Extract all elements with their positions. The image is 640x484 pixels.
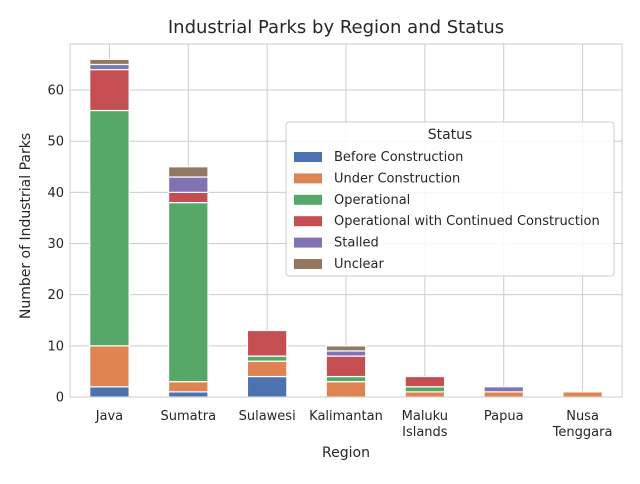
y-tick-label: 50 — [47, 135, 64, 150]
bar-segment — [404, 391, 446, 398]
bar-segment — [246, 329, 288, 357]
plot-frame — [69, 43, 623, 398]
bar-segment — [246, 355, 288, 362]
y-axis-label: Number of Industrial Parks — [18, 133, 34, 319]
bar-segment — [167, 166, 209, 178]
legend-box — [285, 121, 615, 277]
legend-entry: Unclear — [334, 257, 384, 272]
legend-swatch — [294, 173, 322, 184]
y-tick-label: 20 — [47, 288, 64, 303]
bars-layer — [89, 58, 603, 398]
x-tick-label: Papua — [484, 409, 524, 424]
x-tick-label-line: Sulawesi — [239, 409, 296, 424]
x-axis-label: Region — [322, 445, 370, 461]
bar-segment — [483, 386, 525, 393]
bar-segment — [404, 386, 446, 393]
legend-swatch — [294, 216, 322, 227]
x-tick-label: Nusa Tenggara — [552, 409, 613, 440]
y-tick-label: 40 — [47, 186, 64, 201]
x-tick-label-line: Java — [95, 409, 123, 424]
bar-segment — [167, 391, 209, 398]
bar-segment — [167, 191, 209, 204]
y-tick-labels: 0 10 20 30 40 50 60 — [47, 84, 64, 406]
legend-entry: Under Construction — [334, 171, 460, 186]
bar-segment — [325, 350, 367, 357]
legend-entry: Operational with Continued Construction — [334, 214, 600, 229]
legend-swatch — [294, 194, 322, 205]
bar-segment — [562, 391, 603, 398]
x-tick-label: Java — [95, 409, 123, 424]
bar-segment — [325, 381, 367, 398]
x-tick-label: Maluku Islands — [402, 409, 448, 440]
legend-entry: Operational — [334, 193, 410, 208]
x-tick-label-line: Papua — [484, 409, 524, 424]
bar-segment — [325, 355, 367, 378]
y-tick-label: 10 — [47, 339, 64, 354]
y-tick-label: 0 — [56, 391, 64, 406]
bar-segment — [404, 375, 446, 388]
bar-segment — [483, 391, 525, 398]
y-tick-label: 30 — [47, 237, 64, 252]
bar-segment — [325, 375, 367, 383]
x-tick-label-line: Kalimantan — [309, 409, 383, 424]
x-tick-label-line: Sumatra — [161, 409, 217, 424]
x-tick-label-line: Islands — [402, 425, 448, 440]
bar-segment — [89, 58, 130, 66]
legend: Status Before Construction Under Construct… — [285, 121, 615, 277]
bar-segment — [246, 360, 288, 378]
bar-segment — [89, 386, 130, 398]
bar-segment — [325, 345, 367, 352]
bar-segment — [167, 381, 209, 393]
x-tick-labels: Java Sumatra Sulawesi Kalimantan Maluku Islan… — [95, 409, 613, 440]
y-tick-label: 60 — [47, 84, 64, 99]
x-tick-label-line: Maluku — [402, 409, 448, 424]
bar-segment — [89, 345, 130, 388]
legend-entry: Before Construction — [334, 150, 463, 165]
legend-title: Status — [428, 127, 473, 143]
x-tick-label: Sumatra — [161, 409, 217, 424]
legend-swatch — [294, 237, 322, 248]
legend-entry: Stalled — [334, 236, 379, 251]
bar-segment — [167, 176, 209, 193]
x-tick-label: Sulawesi — [239, 409, 296, 424]
legend-swatch — [294, 152, 322, 162]
bar-segment — [167, 201, 209, 383]
chart-title: Industrial Parks by Region and Status — [168, 17, 504, 38]
bar-segment — [89, 68, 130, 112]
legend-swatch — [294, 259, 322, 269]
bar-segment — [246, 375, 288, 398]
x-tick-label-line: Nusa — [566, 409, 599, 424]
x-tick-label-line: Tenggara — [552, 425, 613, 440]
bar-segment — [89, 63, 130, 71]
x-tick-label: Kalimantan — [309, 409, 383, 424]
bar-segment — [89, 109, 130, 347]
